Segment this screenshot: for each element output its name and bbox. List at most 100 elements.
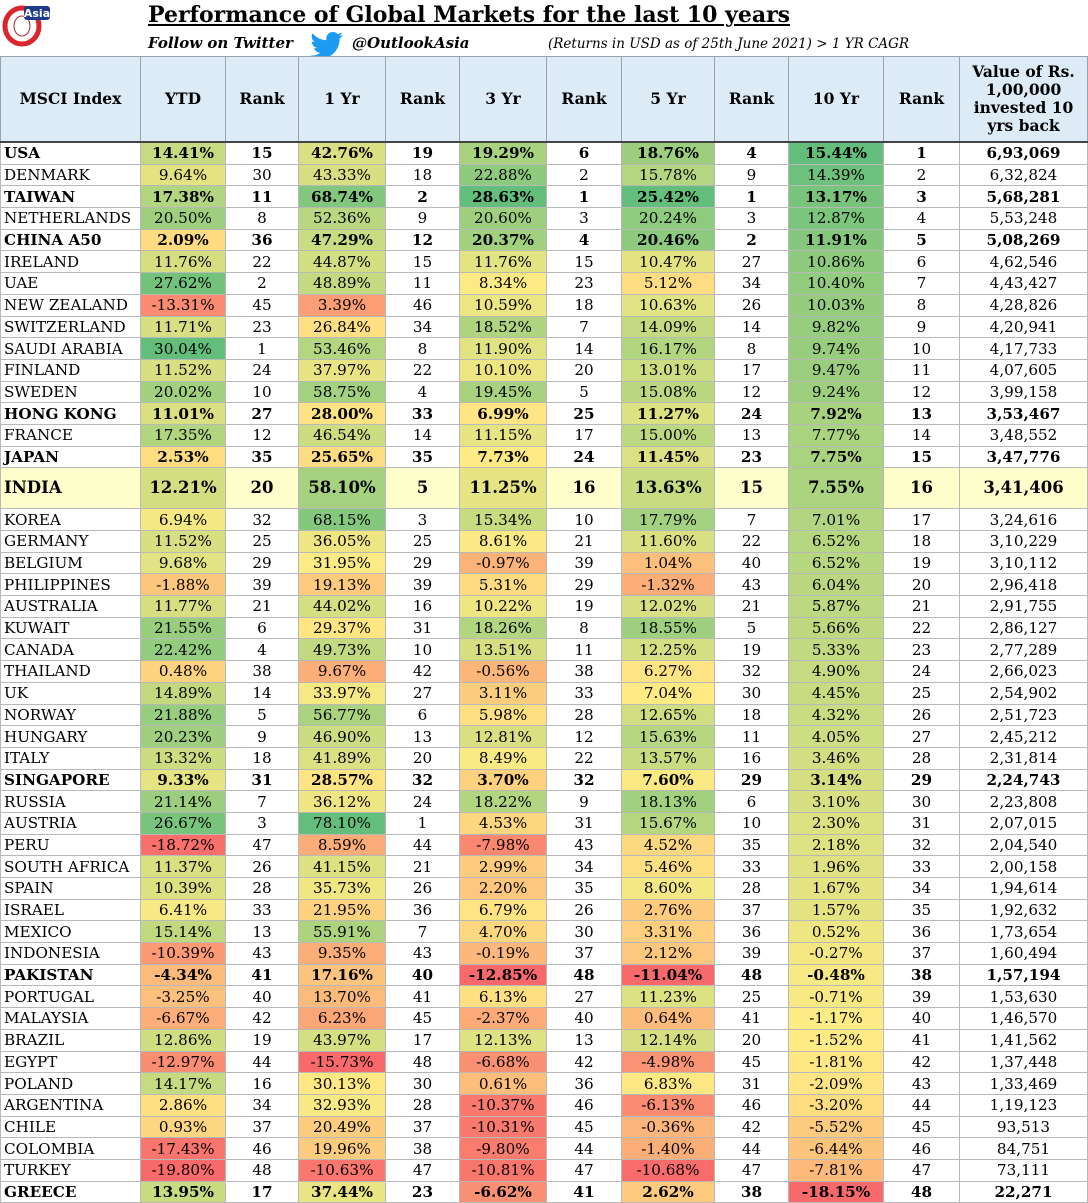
three-yr-return: -7.98% <box>459 833 547 857</box>
five-yr-rank: 30 <box>714 681 789 705</box>
header-rank-3yr: Rank <box>546 56 622 143</box>
value-invested: 93,513 <box>959 1115 1088 1139</box>
ten-yr-return: -18.15% <box>788 1180 884 1203</box>
three-yr-rank: 26 <box>546 898 622 922</box>
table-row: COLOMBIA -17.43% 46 19.96% 38 -9.80% 44 -1.40% 4… <box>0 1137 1088 1160</box>
ytd-return: 22.42% <box>140 638 226 662</box>
country-name: ITALY <box>0 746 141 770</box>
value-invested: 4,07,605 <box>959 358 1088 382</box>
value-invested: 5,08,269 <box>959 228 1088 252</box>
ten-yr-return: -1.81% <box>788 1050 884 1074</box>
five-yr-return: 15.67% <box>621 811 715 835</box>
ten-yr-return: 10.03% <box>788 293 884 317</box>
ten-yr-rank: 2 <box>883 163 960 187</box>
one-yr-rank: 15 <box>385 250 460 274</box>
ytd-rank: 27 <box>225 402 299 425</box>
three-yr-return: -6.62% <box>459 1180 547 1203</box>
one-yr-return: -15.73% <box>298 1050 386 1074</box>
ten-yr-return: -7.81% <box>788 1158 884 1182</box>
table-row: HUNGARY 20.23% 9 46.90% 13 12.81% 12 15.63% 11 4.… <box>0 725 1088 748</box>
three-yr-rank: 43 <box>546 833 622 857</box>
three-yr-rank: 3 <box>546 207 622 230</box>
twitter-handle[interactable]: @OutlookAsia <box>352 34 470 52</box>
five-yr-return: -1.32% <box>621 573 715 597</box>
ytd-return: -1.88% <box>140 573 226 597</box>
ytd-return: -19.80% <box>140 1158 226 1182</box>
ten-yr-return: 4.90% <box>788 660 884 683</box>
country-name: KOREA <box>0 508 141 531</box>
three-yr-return: 10.59% <box>459 293 547 317</box>
one-yr-rank: 44 <box>385 833 460 857</box>
ytd-rank: 46 <box>225 1137 299 1160</box>
value-invested: 3,53,467 <box>959 402 1088 425</box>
ten-yr-return: -1.52% <box>788 1028 884 1052</box>
ytd-rank: 44 <box>225 1050 299 1074</box>
ytd-rank: 47 <box>225 833 299 857</box>
ten-yr-rank: 12 <box>883 380 960 404</box>
country-name: CHINA A50 <box>0 228 141 252</box>
five-yr-rank: 8 <box>714 337 789 360</box>
three-yr-return: -10.81% <box>459 1158 547 1182</box>
ten-yr-rank: 31 <box>883 811 960 835</box>
ytd-return: 14.89% <box>140 681 226 705</box>
table-row: INDIA 12.21% 20 58.10% 5 11.25% 16 13.63% 15 7.55… <box>0 467 1088 510</box>
five-yr-return: 11.60% <box>621 530 715 553</box>
ten-yr-rank: 24 <box>883 660 960 683</box>
three-yr-rank: 29 <box>546 573 622 597</box>
table-row: SWITZERLAND 11.71% 23 26.84% 34 18.52% 7 14.09%… <box>0 315 1088 339</box>
country-name: SOUTH AFRICA <box>0 855 141 878</box>
five-yr-rank: 43 <box>714 573 789 597</box>
five-yr-return: 15.63% <box>621 725 715 748</box>
ten-yr-return: 2.18% <box>788 833 884 857</box>
one-yr-return: 46.90% <box>298 725 386 748</box>
table-row: THAILAND 0.48% 38 9.67% 42 -0.56% 38 6.27% 32 4.9… <box>0 660 1088 683</box>
ten-yr-rank: 11 <box>883 358 960 382</box>
five-yr-rank: 1 <box>714 185 789 209</box>
ten-yr-rank: 34 <box>883 877 960 900</box>
three-yr-rank: 44 <box>546 1137 622 1160</box>
one-yr-return: 8.59% <box>298 833 386 857</box>
ten-yr-rank: 38 <box>883 963 960 987</box>
five-yr-rank: 22 <box>714 530 789 553</box>
ytd-return: 11.52% <box>140 530 226 553</box>
one-yr-return: 9.35% <box>298 942 386 965</box>
one-yr-return: 3.39% <box>298 293 386 317</box>
value-invested: 4,17,733 <box>959 337 1088 360</box>
one-yr-rank: 38 <box>385 1137 460 1160</box>
value-invested: 3,48,552 <box>959 423 1088 447</box>
ten-yr-return: 11.91% <box>788 228 884 252</box>
one-yr-return: 13.70% <box>298 985 386 1009</box>
ytd-rank: 42 <box>225 1007 299 1030</box>
three-yr-rank: 6 <box>546 140 622 165</box>
ten-yr-rank: 22 <box>883 616 960 640</box>
ytd-rank: 39 <box>225 573 299 597</box>
ten-yr-rank: 23 <box>883 638 960 662</box>
one-yr-rank: 30 <box>385 1072 460 1095</box>
returns-note: (Returns in USD as of 25th June 2021) > … <box>548 36 910 52</box>
ten-yr-rank: 33 <box>883 855 960 878</box>
value-invested: 2,66,023 <box>959 660 1088 683</box>
five-yr-return: 1.04% <box>621 551 715 575</box>
five-yr-rank: 9 <box>714 163 789 187</box>
three-yr-return: 18.26% <box>459 616 547 640</box>
three-yr-rank: 28 <box>546 703 622 727</box>
ytd-return: 11.01% <box>140 402 226 425</box>
ten-yr-rank: 7 <box>883 272 960 295</box>
table-row: ARGENTINA 2.86% 34 32.93% 28 -10.37% 46 -6.13% 4… <box>0 1093 1088 1117</box>
country-name: KUWAIT <box>0 616 141 640</box>
five-yr-return: 7.60% <box>621 768 715 792</box>
country-name: ISRAEL <box>0 898 141 922</box>
ten-yr-rank: 6 <box>883 250 960 274</box>
one-yr-rank: 37 <box>385 1115 460 1139</box>
ten-yr-return: 5.87% <box>788 595 884 618</box>
ten-yr-rank: 9 <box>883 315 960 339</box>
five-yr-rank: 40 <box>714 551 789 575</box>
table-row: PHILIPPINES -1.88% 39 19.13% 39 5.31% 29 -1.32%… <box>0 573 1088 597</box>
table-row: INDONESIA -10.39% 43 9.35% 43 -0.19% 37 2.12% 39… <box>0 942 1088 965</box>
country-name: ARGENTINA <box>0 1093 141 1117</box>
five-yr-rank: 13 <box>714 423 789 447</box>
country-name: POLAND <box>0 1072 141 1095</box>
page-title: Performance of Global Markets for the la… <box>148 2 791 28</box>
table-body: USA 14.41% 15 42.76% 19 19.29% 6 18.76% 4 15.44% 1… <box>0 140 1088 1203</box>
table-row: DENMARK 9.64% 30 43.33% 18 22.88% 2 15.78% 9 14.3… <box>0 163 1088 187</box>
